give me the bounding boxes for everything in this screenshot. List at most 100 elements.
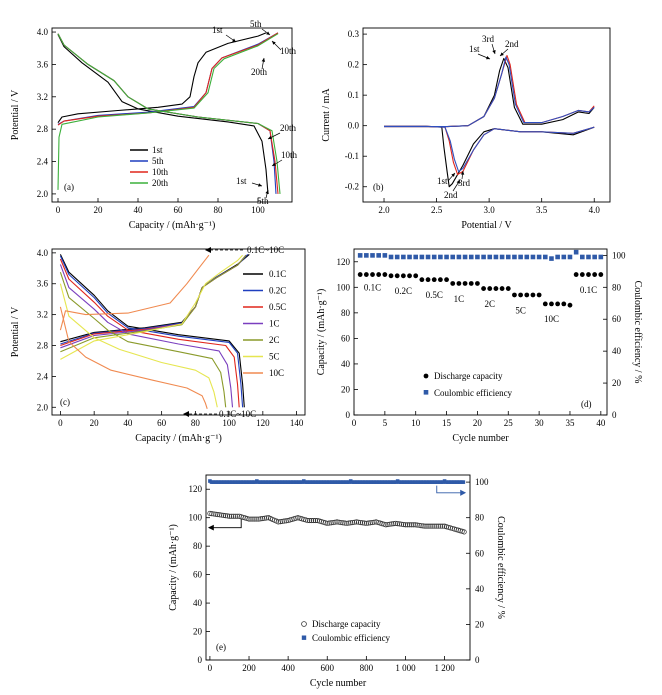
y-tick-label: 0 (198, 655, 203, 665)
rate-label: 5C (515, 305, 526, 315)
y-tick-label: 2.4 (37, 157, 49, 167)
y-tick-label: 0 (612, 410, 617, 420)
y-tick-label: 100 (337, 282, 351, 292)
ce-marker (573, 249, 579, 255)
legend-label: 0.5C (269, 302, 286, 312)
x-axis-label: Capacity / (mAh·g⁻¹) (135, 433, 222, 444)
legend-label: 5th (152, 156, 164, 166)
capacity-marker (305, 517, 311, 524)
panel-label: (d) (581, 399, 592, 409)
series-line-3rd (384, 56, 595, 128)
ce-marker (357, 253, 363, 258)
series-line-0.2C (59, 255, 244, 408)
x-tick-label: 35 (565, 418, 575, 428)
legend-label: 10C (269, 368, 284, 378)
capacity-marker (418, 523, 424, 529)
ce-marker (468, 254, 474, 260)
panel-label: (a) (64, 182, 74, 192)
y-axis-label: Capacity / (mAh·g⁻¹) (168, 524, 179, 611)
capacity-marker (549, 301, 554, 307)
ce-marker (512, 254, 517, 260)
x-tick-label: 80 (191, 418, 201, 428)
series-line-0.5C (59, 258, 240, 408)
x-tick-label: 2.5 (431, 205, 443, 215)
annotation-label: 3rd (458, 178, 470, 188)
capacity-marker (425, 277, 431, 283)
capacity-marker (250, 516, 256, 522)
x-tick-label: 100 (222, 418, 236, 428)
capacity-marker (410, 522, 416, 528)
capacity-marker (363, 272, 369, 277)
annotation-arrowhead (456, 180, 460, 184)
plot-frame (362, 27, 611, 203)
y-tick-label: 80 (475, 513, 485, 523)
y-tick-label: 3.6 (37, 59, 49, 69)
legend-label: 2C (269, 335, 280, 345)
x-tick-label: 600 (320, 663, 334, 673)
y-tick-label: 120 (189, 484, 203, 494)
panel-c: 0 20 40 60 80 100 120 140 2.0 2.4 2.8 3.2 3.6 4.0 Capa… (10, 245, 306, 444)
legend-label: Discharge capacity (312, 619, 381, 629)
y-tick-label: 0 (475, 655, 480, 665)
annotation-arrowhead (451, 173, 455, 177)
capacity-marker (361, 520, 367, 526)
annotation-arrowhead (258, 183, 262, 187)
capacity-marker (475, 281, 480, 286)
ce-marker (444, 254, 449, 260)
capacity-marker (328, 520, 334, 526)
y-tick-label: 100 (612, 250, 626, 260)
capacity-marker (336, 519, 342, 525)
capacity-marker (221, 512, 227, 518)
annotation-label: 1st (469, 44, 480, 54)
legend-label: 10th (152, 167, 169, 177)
series-line-10C (59, 306, 208, 409)
capacity-marker (573, 272, 579, 277)
capacity-marker (367, 520, 373, 526)
x-tick-label: 20 (94, 205, 104, 215)
capacity-marker (369, 519, 375, 526)
capacity-marker (370, 272, 375, 277)
ce-marker (475, 254, 480, 260)
capacity-marker (536, 292, 542, 298)
capacity-marker (512, 292, 517, 298)
capacity-marker (399, 521, 405, 527)
annotation-label: 2nd (444, 190, 458, 200)
y-axis-label: Potential / V (10, 89, 21, 140)
capacity-marker (275, 519, 281, 525)
capacity-marker (434, 523, 440, 529)
capacity-marker (234, 513, 240, 519)
annotation-label: 5th (250, 19, 262, 29)
x-tick-label: 2.0 (378, 205, 390, 215)
capacity-marker (416, 522, 422, 528)
y-tick-label: 0 (346, 410, 351, 420)
series-line-1st (57, 32, 267, 124)
series-line-2C (59, 272, 227, 408)
panel-d: 0 5 10 15 20 25 30 35 40 0 20 40 60 80 100 120 0 20 40 60 80… (316, 248, 643, 444)
capacity-marker (431, 277, 437, 283)
capacity-marker (277, 519, 283, 525)
ce-marker (524, 254, 530, 260)
ce-marker (493, 254, 499, 260)
x-tick-label: 5 (383, 418, 388, 428)
series-line-1st (384, 125, 595, 188)
annotation-arrowhead (492, 50, 496, 54)
y-tick-label: 4.0 (37, 27, 49, 37)
capacity-marker (437, 277, 443, 283)
capacity-marker (461, 529, 467, 535)
panel-b: 2.0 2.5 3.0 3.5 4.0 -0.2 -0.1 0.0 0.1 0.2 0.3 Poten… (321, 27, 611, 231)
capacity-marker (264, 515, 270, 521)
capacity-marker (456, 281, 462, 286)
rate-label: 0.2C (395, 286, 412, 296)
annotation-arrowhead (265, 190, 269, 194)
capacity-marker (397, 521, 403, 527)
capacity-marker (281, 518, 287, 524)
annotation-label: 20th (280, 123, 297, 133)
annotation-arrowhead (266, 31, 270, 35)
capacity-marker (561, 301, 567, 307)
axis-indicator-arrow (208, 519, 242, 529)
legend-label: 0.1C (269, 269, 286, 279)
x-tick-label: 0 (352, 418, 357, 428)
capacity-marker (246, 516, 252, 522)
capacity-marker (487, 286, 493, 291)
capacity-marker (400, 521, 407, 528)
